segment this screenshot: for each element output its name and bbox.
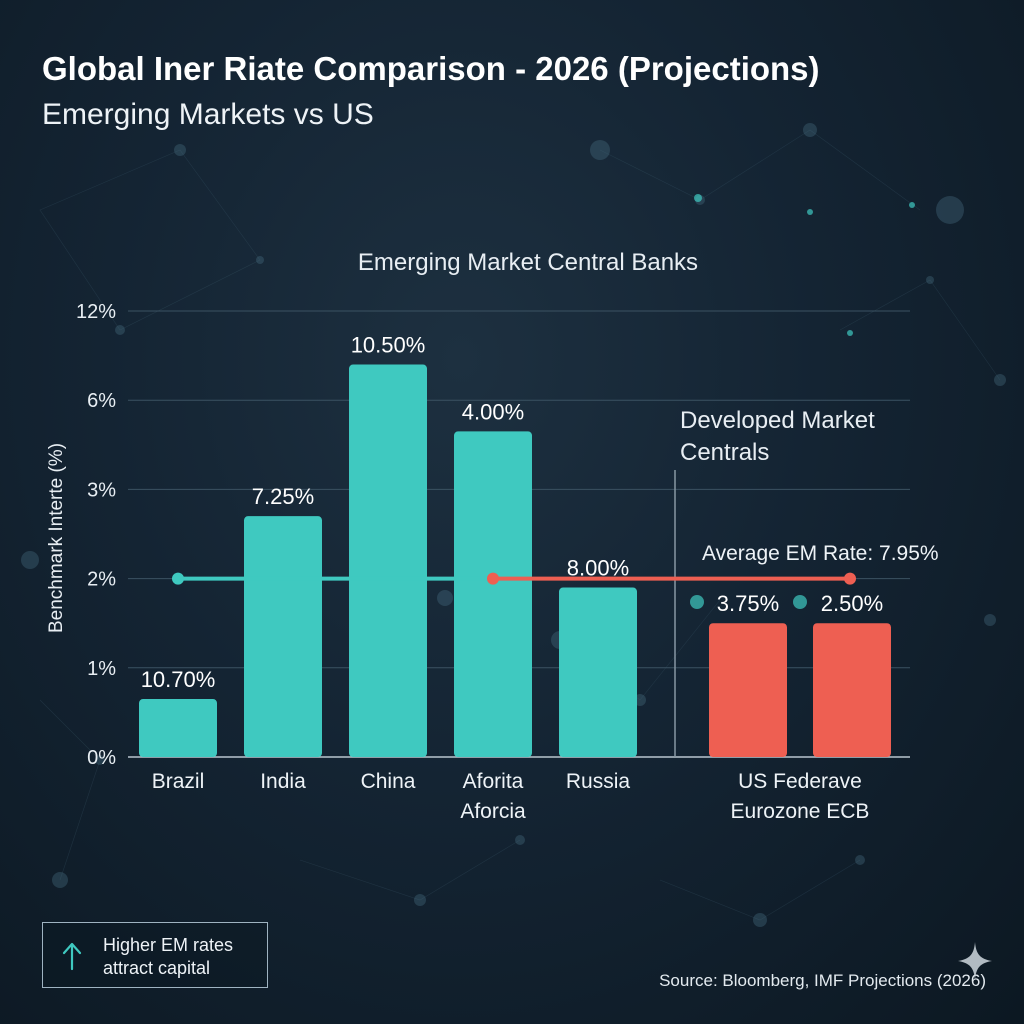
average-line-start-marker	[172, 572, 184, 585]
x-tick-label: Russia	[566, 770, 631, 793]
average-line-label: Average EM Rate: 7.95%	[702, 542, 939, 565]
y-tick-label: 1%	[87, 658, 116, 680]
chart-subtitle: Emerging Markets vs US	[42, 98, 374, 131]
emerging-group-label: Emerging Market Central Banks	[358, 249, 698, 276]
bar-value-label: 4.00%	[462, 399, 524, 424]
bar	[813, 623, 891, 757]
chart-title: Global Iner Riate Comparison - 2026 (Pro…	[42, 50, 820, 87]
callout-line-2: attract capital	[103, 958, 211, 978]
bar-value-label: 3.75%	[717, 591, 779, 616]
bar-value-label: 2.50%	[821, 591, 883, 616]
average-em-rate-line: Average EM Rate: 7.95%	[172, 542, 939, 585]
developed-group-label: Developed Market Centrals	[680, 407, 875, 466]
callout-line-1: Higher EM rates	[103, 935, 234, 955]
bar-value-label: 10.50%	[351, 333, 426, 358]
bar-value-labels: 10.70% 7.25% 10.50% 4.00% 8.00% 3.75% 2.50%	[141, 333, 884, 693]
x-axis-labels: Brazil India China Aforita Aforcia Russia US F…	[152, 770, 870, 823]
x-tick-label: Aforcia	[460, 800, 526, 823]
source-note: Source: Bloomberg, IMF Projections (2026…	[659, 971, 986, 990]
sparkle-icon	[958, 942, 992, 980]
y-tick-label: 12%	[76, 301, 116, 323]
y-tick-label: 3%	[87, 479, 116, 501]
x-tick-label: Brazil	[152, 770, 205, 793]
bar-value-label: 10.70%	[141, 667, 216, 692]
y-tick-label: 2%	[87, 569, 116, 591]
x-tick-label: India	[260, 770, 306, 793]
bar	[244, 516, 322, 757]
average-line-end-marker	[844, 572, 856, 585]
x-tick-label: US Federave	[738, 770, 862, 793]
bar	[349, 364, 427, 757]
x-tick-label: Eurozone ECB	[731, 800, 870, 823]
x-tick-label: Aforita	[463, 770, 524, 793]
average-line-mid-marker	[487, 572, 499, 585]
bar	[139, 699, 217, 757]
y-axis-label: Benchmark Interte (%)	[46, 443, 67, 633]
bars	[139, 364, 891, 757]
bar	[709, 623, 787, 757]
x-tick-label: China	[361, 770, 416, 793]
bar	[559, 587, 637, 757]
y-tick-label: 6%	[87, 390, 116, 412]
arrow-up-icon	[62, 942, 82, 971]
y-tick-label: 0%	[87, 747, 116, 769]
bar-value-label: 8.00%	[567, 556, 629, 581]
bar	[454, 431, 532, 757]
callout-box: Higher EM rates attract capital	[42, 922, 268, 988]
y-axis-ticks: 0% 1% 2% 3% 6% 12%	[76, 301, 116, 769]
bar-value-label: 7.25%	[252, 484, 314, 509]
